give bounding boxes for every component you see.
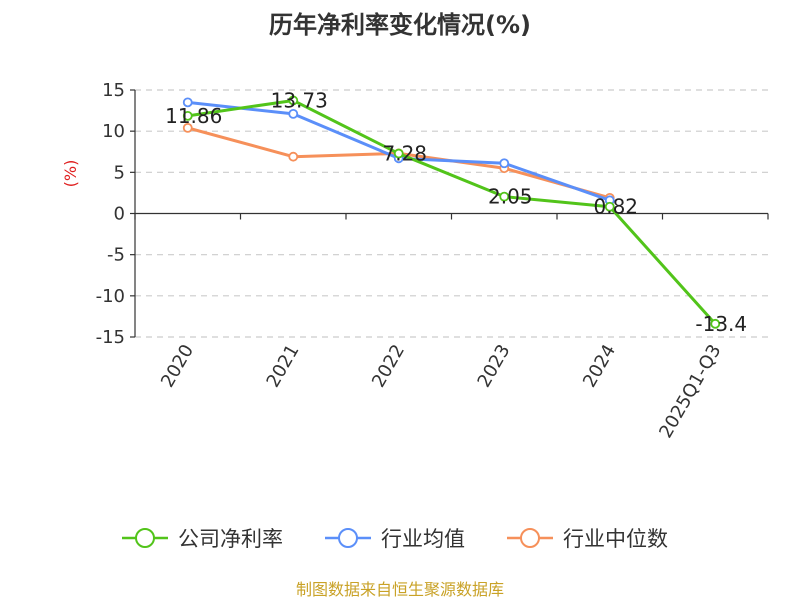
chart-title: 历年净利率变化情况(%) xyxy=(269,11,531,39)
x-tick-label: 2024 xyxy=(579,341,620,391)
data-point[interactable] xyxy=(710,318,721,329)
data-point[interactable] xyxy=(182,110,193,121)
data-point[interactable] xyxy=(182,97,193,108)
y-tick-label: 5 xyxy=(114,162,125,183)
data-label: 7.28 xyxy=(382,142,427,166)
data-point[interactable] xyxy=(499,158,510,169)
data-label: 2.05 xyxy=(488,185,533,209)
legend[interactable]: 公司净利率 行业均值 行业中位数 xyxy=(122,527,668,551)
legend-label: 行业均值 xyxy=(381,527,465,551)
y-tick-label: 10 xyxy=(102,121,125,142)
legend-label: 公司净利率 xyxy=(178,527,283,551)
y-tick-label: 15 xyxy=(102,80,125,101)
data-point[interactable] xyxy=(288,95,299,106)
data-point[interactable] xyxy=(393,148,404,159)
source-note: 制图数据来自恒生聚源数据库 xyxy=(296,580,504,599)
x-tick-label: 2021 xyxy=(262,341,303,391)
data-label: 13.73 xyxy=(271,88,328,112)
data-labels: 11.86 13.73 7.28 2.05 0.82 -13.4 xyxy=(165,88,747,335)
y-tick-label: -5 xyxy=(107,245,125,266)
y-tick-label: -15 xyxy=(96,327,125,348)
data-point[interactable] xyxy=(288,108,299,119)
data-label: -13.4 xyxy=(695,312,747,336)
y-tick-label: 0 xyxy=(114,204,125,225)
axes: 15 10 5 0 -5 -10 -15 2020 2021 2022 2023 2024 2025Q1… xyxy=(96,80,769,442)
y-tick-label: -10 xyxy=(96,286,125,307)
legend-item[interactable]: 行业均值 xyxy=(325,527,465,551)
legend-swatch-marker xyxy=(135,528,155,548)
legend-swatch-marker xyxy=(520,528,540,548)
legend-item[interactable]: 行业中位数 xyxy=(507,527,668,551)
legend-label: 行业中位数 xyxy=(563,527,668,551)
x-tick-label: 2020 xyxy=(157,341,198,391)
legend-swatch-marker xyxy=(338,528,358,548)
x-tick-label: 2025Q1-Q3 xyxy=(655,341,725,442)
series-lines xyxy=(182,95,721,329)
series-line xyxy=(187,98,717,325)
legend-item[interactable]: 公司净利率 xyxy=(122,527,283,551)
data-point[interactable] xyxy=(499,191,510,202)
y-axis-label: (%) xyxy=(61,160,80,188)
data-point[interactable] xyxy=(288,151,299,162)
x-tick-label: 2022 xyxy=(368,341,409,391)
data-label: 0.82 xyxy=(593,195,638,219)
data-label: 11.86 xyxy=(165,104,222,128)
data-point[interactable] xyxy=(182,122,193,133)
x-tick-label: 2023 xyxy=(473,341,514,391)
data-point[interactable] xyxy=(604,201,615,212)
